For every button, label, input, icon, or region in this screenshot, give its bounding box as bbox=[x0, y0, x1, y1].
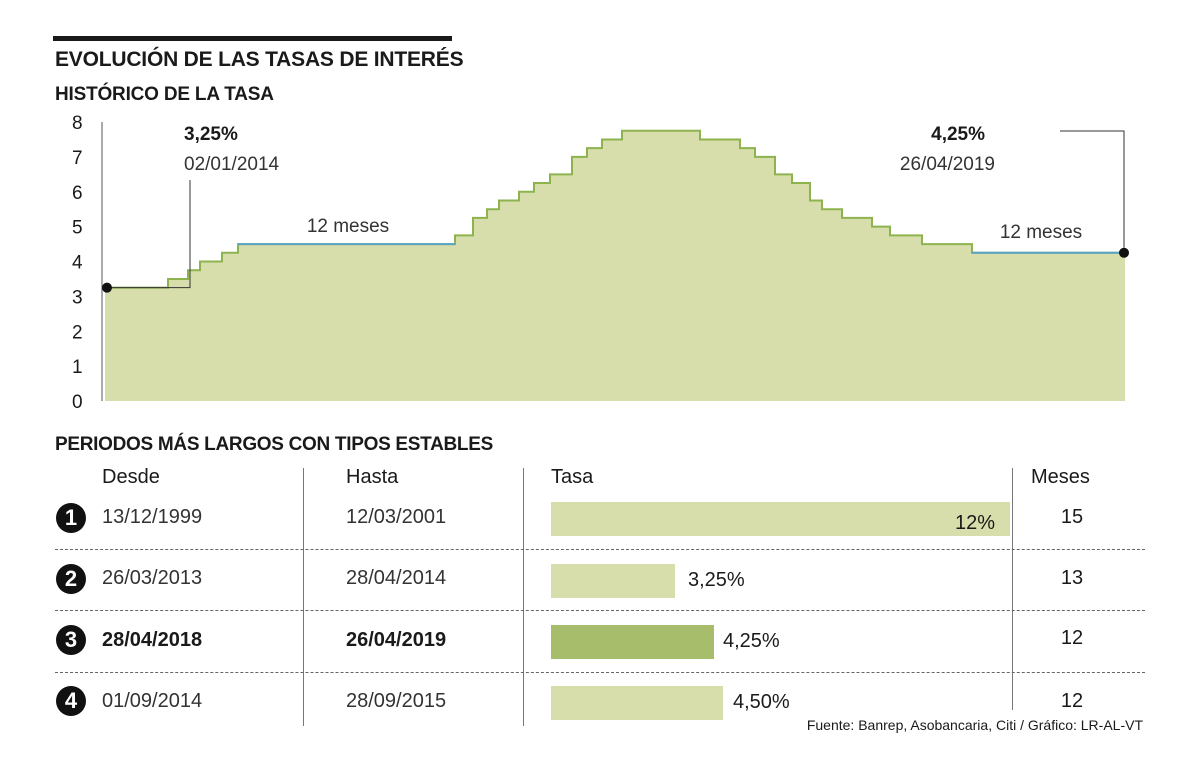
start-leader-line bbox=[107, 180, 191, 289]
col-divider-1 bbox=[303, 468, 304, 726]
row-divider-3 bbox=[55, 672, 1145, 673]
rate-bar bbox=[551, 502, 1010, 536]
row-hasta: 12/03/2001 bbox=[346, 506, 447, 528]
row-number-badge: 4 bbox=[56, 686, 86, 716]
row-months: 13 bbox=[1060, 567, 1084, 589]
rate-bar-label: 4,50% bbox=[733, 691, 790, 713]
y-tick-label: 8 bbox=[72, 113, 83, 134]
end-value-label: 4,25% bbox=[931, 124, 985, 145]
y-tick-label: 1 bbox=[72, 357, 83, 378]
rate-bar bbox=[551, 564, 675, 598]
rate-bar-label: 3,25% bbox=[688, 569, 745, 591]
col-header-hasta: Hasta bbox=[346, 466, 399, 488]
row-number-badge: 2 bbox=[56, 564, 86, 594]
row-hasta: 26/04/2019 bbox=[346, 629, 447, 651]
source-note: Fuente: Banrep, Asobancaria, Citi / Gráf… bbox=[806, 717, 1143, 733]
y-tick-label: 6 bbox=[72, 183, 83, 204]
row-hasta: 28/09/2015 bbox=[346, 690, 447, 712]
y-tick-label: 5 bbox=[72, 218, 83, 239]
row-hasta: 28/04/2014 bbox=[346, 567, 447, 589]
col-divider-2 bbox=[523, 468, 524, 726]
rate-bar-label: 12% bbox=[955, 512, 996, 534]
table-title: PERIODOS MÁS LARGOS CON TIPOS ESTABLES bbox=[55, 434, 493, 455]
col-header-meses: Meses bbox=[1031, 466, 1090, 488]
row-number-badge: 1 bbox=[56, 503, 86, 533]
row-months: 15 bbox=[1060, 506, 1084, 528]
rate-bar-label: 4,25% bbox=[723, 630, 780, 652]
col-header-tasa: Tasa bbox=[551, 466, 594, 488]
end-date-label: 26/04/2019 bbox=[900, 154, 995, 175]
page-title: EVOLUCIÓN DE LAS TASAS DE INTERÉS bbox=[55, 48, 464, 71]
start-point bbox=[102, 282, 112, 293]
col-header-desde: Desde bbox=[102, 466, 160, 488]
row-desde: 13/12/1999 bbox=[102, 506, 203, 528]
rate-bar-highlighted bbox=[551, 625, 714, 659]
y-tick-label: 0 bbox=[72, 392, 83, 413]
rate-history-chart: 0 1 2 3 4 5 6 7 8 3,25% 02/01/2014 4,25% 26/04/2… bbox=[72, 113, 1129, 413]
period-1-label: 12 meses bbox=[307, 216, 389, 237]
row-months: 12 bbox=[1060, 627, 1084, 649]
y-tick-label: 7 bbox=[72, 148, 83, 169]
row-desde: 01/09/2014 bbox=[102, 690, 203, 712]
top-rule bbox=[53, 36, 452, 41]
chart-subtitle: HISTÓRICO DE LA TASA bbox=[55, 84, 274, 105]
y-tick-label: 2 bbox=[72, 322, 83, 343]
start-date-label: 02/01/2014 bbox=[184, 154, 280, 175]
rate-step-line bbox=[105, 129, 1125, 289]
start-value-label: 3,25% bbox=[184, 124, 238, 145]
row-number-badge: 3 bbox=[56, 625, 86, 655]
rate-bar bbox=[551, 686, 723, 720]
row-desde: 26/03/2013 bbox=[102, 567, 203, 589]
row-desde: 28/04/2018 bbox=[102, 629, 203, 651]
period-2-label: 12 meses bbox=[1000, 222, 1082, 243]
y-tick-label: 4 bbox=[72, 253, 83, 274]
rate-area bbox=[105, 130, 1125, 401]
row-months: 12 bbox=[1060, 690, 1084, 712]
y-tick-label: 3 bbox=[72, 287, 83, 308]
end-point bbox=[1119, 247, 1129, 258]
row-divider-1 bbox=[55, 549, 1145, 550]
col-divider-3 bbox=[1012, 468, 1013, 710]
end-leader-line bbox=[1060, 130, 1125, 248]
row-divider-2 bbox=[55, 610, 1145, 611]
